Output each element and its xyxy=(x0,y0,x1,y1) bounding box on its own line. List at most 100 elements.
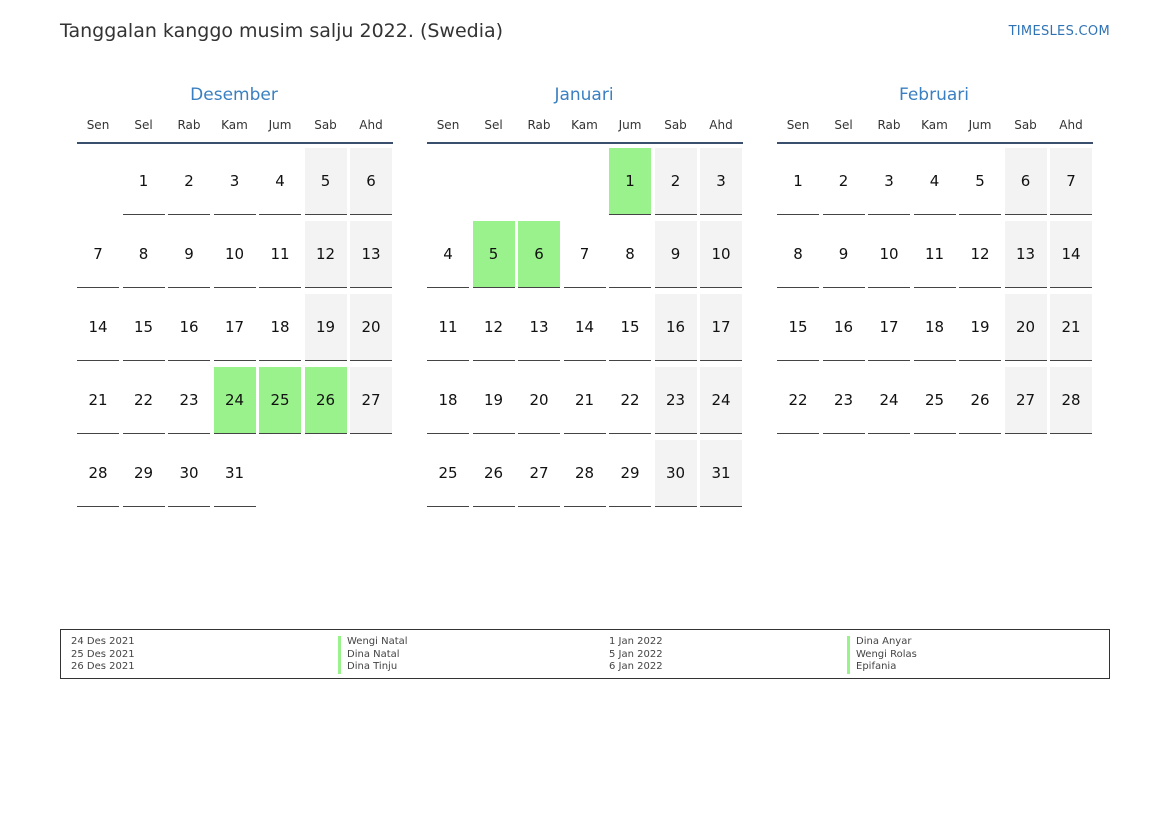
weekday-label: Rab xyxy=(877,118,901,132)
day-cell: 18 xyxy=(427,367,469,434)
day-cell: 3 xyxy=(700,148,742,215)
weekday-label: Sab xyxy=(1014,118,1037,132)
day-cell: 16 xyxy=(654,294,697,361)
day-cell: 17 xyxy=(700,294,742,361)
weekday-label: Ahd xyxy=(359,118,383,132)
day-cell: 24 xyxy=(700,367,742,434)
day-cell: 10 xyxy=(213,221,256,288)
month-februari: Februari Sen Sel Rab Kam Jum Sab Ahd 1 2 3 4 5 6 7 8 9 10… xyxy=(760,84,1093,434)
day-cell: 13 xyxy=(518,294,560,361)
day-cell: 14 xyxy=(1050,221,1092,288)
holiday-day-cell: 1 xyxy=(609,148,651,215)
holiday-day-cell: 26 xyxy=(304,367,347,434)
day-cell: 7 xyxy=(77,221,119,288)
day-cell: 30 xyxy=(654,440,697,507)
day-cell: 6 xyxy=(1004,148,1047,215)
weekday-header: Sen Sel Rab Kam Jum Sab Ahd xyxy=(77,118,393,142)
holiday-day-cell: 25 xyxy=(259,367,301,434)
day-cell: 13 xyxy=(350,221,392,288)
weekday-label: Ahd xyxy=(709,118,733,132)
day-cell: 6 xyxy=(350,148,392,215)
day-cell: 20 xyxy=(518,367,560,434)
day-cell: 12 xyxy=(304,221,347,288)
day-cell: 4 xyxy=(913,148,956,215)
day-cell: 17 xyxy=(213,294,256,361)
month-name: Desember xyxy=(190,85,278,105)
day-cell: 18 xyxy=(259,294,301,361)
legend-date: 5 Jan 2022 xyxy=(609,648,663,660)
day-cell: 23 xyxy=(168,367,210,434)
day-cell: 28 xyxy=(1050,367,1092,434)
day-cell: 3 xyxy=(213,148,256,215)
day-cell: 20 xyxy=(1004,294,1047,361)
day-cell: 10 xyxy=(868,221,910,288)
day-cell: 30 xyxy=(168,440,210,507)
day-cell: 29 xyxy=(122,440,165,507)
weekday-label: Sel xyxy=(484,118,503,132)
holiday-day-cell: 6 xyxy=(518,221,560,288)
day-cell: 9 xyxy=(654,221,697,288)
day-cell: 5 xyxy=(304,148,347,215)
month-januari: Januari Sen Sel Rab Kam Jum Sab Ahd 1 2 3 4 5 6 7 8 9 10 1… xyxy=(410,84,743,507)
day-cell: 8 xyxy=(609,221,651,288)
legend-dates-right: 1 Jan 2022 5 Jan 2022 6 Jan 2022 xyxy=(609,636,663,674)
weekday-label: Kam xyxy=(571,118,598,132)
day-cell: 25 xyxy=(913,367,956,434)
day-cell: 21 xyxy=(1050,294,1092,361)
legend-holiday-name: Dina Anyar xyxy=(847,636,917,649)
day-cell: 26 xyxy=(959,367,1001,434)
legend-date: 26 Des 2021 xyxy=(71,661,135,672)
day-cell: 18 xyxy=(913,294,956,361)
day-cell: 8 xyxy=(777,221,819,288)
day-cell: 19 xyxy=(304,294,347,361)
day-cell: 7 xyxy=(1050,148,1092,215)
weekday-label: Jum xyxy=(268,118,292,132)
weekday-label: Kam xyxy=(221,118,248,132)
day-cell: 19 xyxy=(959,294,1001,361)
day-cell: 31 xyxy=(700,440,742,507)
legend-holiday-name: Wengi Natal xyxy=(338,636,408,649)
month-name: Februari xyxy=(899,85,969,105)
day-cell: 10 xyxy=(700,221,742,288)
day-cell: 5 xyxy=(959,148,1001,215)
brand-link[interactable]: TIMESLES.COM xyxy=(1008,24,1110,39)
holiday-day-cell: 24 xyxy=(213,367,256,434)
day-cell: 4 xyxy=(259,148,301,215)
day-cell: 23 xyxy=(654,367,697,434)
day-cell: 26 xyxy=(472,440,515,507)
day-cell: 11 xyxy=(913,221,956,288)
header-divider xyxy=(777,142,1093,144)
legend-date: 24 Des 2021 xyxy=(71,636,135,647)
legend-holiday-name: Epifania xyxy=(847,661,917,674)
day-cell: 21 xyxy=(77,367,119,434)
day-cell: 2 xyxy=(654,148,697,215)
day-cell: 28 xyxy=(77,440,119,507)
weekday-label: Sab xyxy=(664,118,687,132)
month-name: Januari xyxy=(554,85,614,105)
weekday-label: Ahd xyxy=(1059,118,1083,132)
day-cell: 21 xyxy=(563,367,606,434)
day-cell: 14 xyxy=(563,294,606,361)
legend-date: 25 Des 2021 xyxy=(71,648,135,660)
day-cell: 15 xyxy=(122,294,165,361)
month-desember: Desember Sen Sel Rab Kam Jum Sab Ahd 1 2 3 4 5 6 7 8 9 10… xyxy=(60,84,393,507)
day-cell: 24 xyxy=(868,367,910,434)
weekday-header: Sen Sel Rab Kam Jum Sab Ahd xyxy=(777,118,1093,142)
day-cell: 28 xyxy=(563,440,606,507)
weekday-label: Rab xyxy=(527,118,551,132)
weekday-label: Sen xyxy=(786,118,810,132)
day-cell: 13 xyxy=(1004,221,1047,288)
day-cell: 15 xyxy=(777,294,819,361)
weekday-label: Sel xyxy=(834,118,853,132)
weekday-label: Sen xyxy=(86,118,110,132)
legend-date: 6 Jan 2022 xyxy=(609,661,663,672)
header-divider xyxy=(427,142,743,144)
day-cell: 25 xyxy=(427,440,469,507)
weekday-header: Sen Sel Rab Kam Jum Sab Ahd xyxy=(427,118,743,142)
day-cell: 22 xyxy=(777,367,819,434)
day-cell: 31 xyxy=(213,440,256,507)
day-cell: 8 xyxy=(122,221,165,288)
day-cell: 22 xyxy=(122,367,165,434)
legend-date: 1 Jan 2022 xyxy=(609,636,663,647)
day-cell: 19 xyxy=(472,367,515,434)
